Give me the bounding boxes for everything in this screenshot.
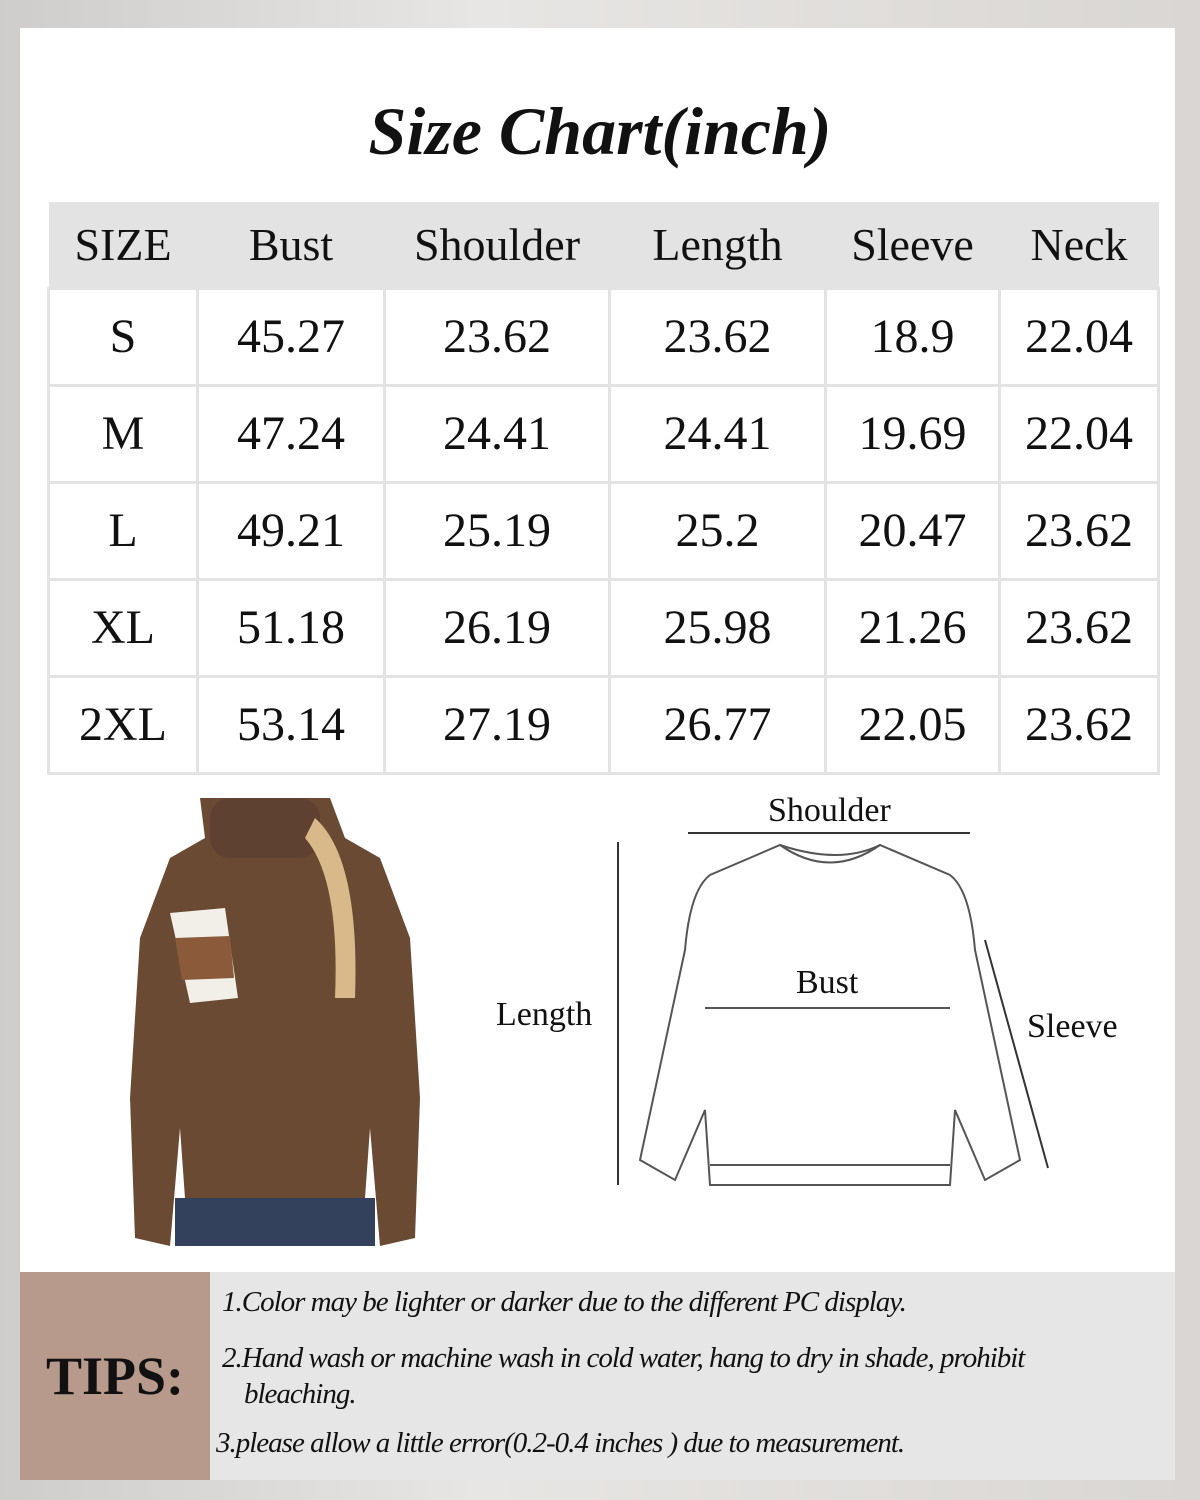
table-cell: 23.62 [383, 286, 611, 387]
table-cell: 26.77 [608, 674, 827, 775]
table-row: L 49.21 25.19 25.2 20.47 23.62 [47, 480, 1160, 581]
header-sleeve: Sleeve [825, 202, 1000, 288]
tip-3: 3.please allow a little error(0.2-0.4 in… [216, 1427, 905, 1459]
tip-2-continued: bleaching. [244, 1378, 357, 1410]
table-cell: 24.41 [608, 383, 827, 484]
header-shoulder: Shoulder [384, 202, 610, 288]
table-row: 2XL 53.14 27.19 26.77 22.05 23.62 [47, 674, 1160, 775]
tip-2: 2.Hand wash or machine wash in cold wate… [222, 1342, 1025, 1374]
table-cell: 51.18 [196, 577, 386, 678]
table-cell: 23.62 [608, 286, 827, 387]
shoulder-label: Shoulder [768, 792, 891, 829]
measurement-diagram: Shoulder Bust Length Sleeve [480, 780, 1160, 1210]
table-cell: 23.62 [998, 674, 1160, 775]
table-row: M 47.24 24.41 24.41 19.69 22.04 [47, 383, 1160, 484]
table-cell: 25.2 [608, 480, 827, 581]
table-cell: 18.9 [824, 286, 1001, 387]
table-cell: 53.14 [196, 674, 386, 775]
table-header-row: SIZE Bust Shoulder Length Sleeve Neck [48, 202, 1159, 288]
table-cell: 21.26 [824, 577, 1001, 678]
page-title: Size Chart(inch) [368, 93, 832, 169]
tips-label: TIPS: [20, 1272, 210, 1480]
header-length: Length [609, 202, 826, 288]
sweater-outline-icon [617, 832, 1049, 1186]
model-photo [130, 798, 420, 1246]
table-cell: 22.04 [998, 383, 1160, 484]
table-cell: 19.69 [824, 383, 1001, 484]
table-cell: 24.41 [383, 383, 611, 484]
header-neck: Neck [999, 202, 1159, 288]
table-cell: 22.04 [998, 286, 1160, 387]
table-cell: 26.19 [383, 577, 611, 678]
table-cell: 45.27 [196, 286, 386, 387]
table-cell: S [47, 286, 199, 387]
table-cell: XL [47, 577, 199, 678]
table-cell: 20.47 [824, 480, 1001, 581]
table-cell: 27.19 [383, 674, 611, 775]
length-label: Length [496, 996, 593, 1033]
header-bust: Bust [197, 202, 385, 288]
tips-box: TIPS: 1.Color may be lighter or darker d… [20, 1272, 1175, 1480]
tip-1: 1.Color may be lighter or darker due to … [222, 1286, 907, 1318]
table-cell: M [47, 383, 199, 484]
table-row: S 45.27 23.62 23.62 18.9 22.04 [47, 286, 1160, 387]
table-cell: 23.62 [998, 480, 1160, 581]
table-cell: 25.19 [383, 480, 611, 581]
sleeve-label: Sleeve [1027, 1008, 1118, 1045]
table-cell: 2XL [47, 674, 199, 775]
table-cell: 23.62 [998, 577, 1160, 678]
table-cell: L [47, 480, 199, 581]
table-row: XL 51.18 26.19 25.98 21.26 23.62 [47, 577, 1160, 678]
bust-label: Bust [796, 964, 859, 1001]
table-cell: 47.24 [196, 383, 386, 484]
table-cell: 25.98 [608, 577, 827, 678]
header-size: SIZE [48, 202, 198, 288]
table-cell: 22.05 [824, 674, 1001, 775]
table-cell: 49.21 [196, 480, 386, 581]
